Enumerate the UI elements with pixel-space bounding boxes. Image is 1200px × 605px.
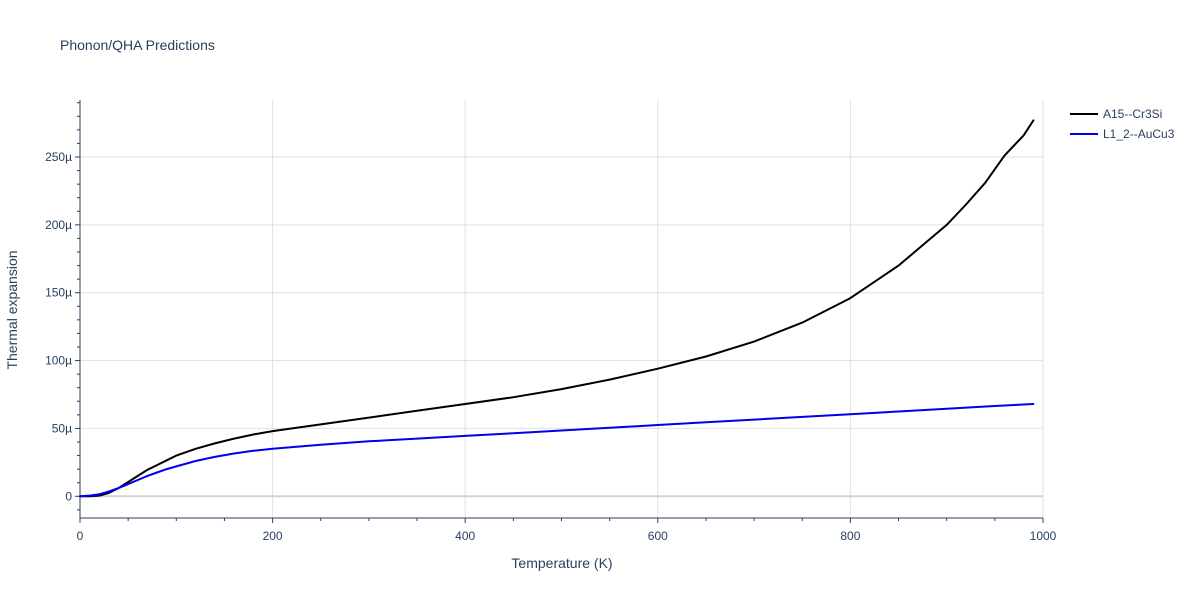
legend-label: L1_2--AuCu3 [1103,127,1175,141]
series-lines [79,119,1035,498]
x-axis-title: Temperature (K) [511,555,612,571]
y-tick-label: 150µ [45,286,72,300]
x-tick-label: 800 [840,529,860,543]
x-tick-label: 600 [648,529,668,543]
x-tick-label: 0 [77,529,84,543]
chart-title: Phonon/QHA Predictions [60,37,215,53]
legend-item-1[interactable]: L1_2--AuCu3 [1070,127,1175,141]
series-line-1 [79,403,1035,498]
y-tick-label: 250µ [45,150,72,164]
legend[interactable]: A15--Cr3Si L1_2--AuCu3 [1070,107,1175,141]
y-tick-label: 100µ [45,354,72,368]
axes: 0 200 400 600 800 1000 0 50µ 100µ 150µ 200µ 250µ [45,100,1057,543]
grid [80,100,1044,518]
y-axis-title: Thermal expansion [4,250,20,369]
legend-item-0[interactable]: A15--Cr3Si [1070,107,1162,121]
y-tick-label: 0 [65,489,72,503]
x-tick-label: 1000 [1030,529,1057,543]
series-line-0 [79,119,1035,498]
x-tick-label: 400 [455,529,475,543]
x-tick-label: 200 [263,529,283,543]
y-tick-label: 200µ [45,218,72,232]
legend-label: A15--Cr3Si [1103,107,1162,121]
y-tick-label: 50µ [52,421,72,435]
